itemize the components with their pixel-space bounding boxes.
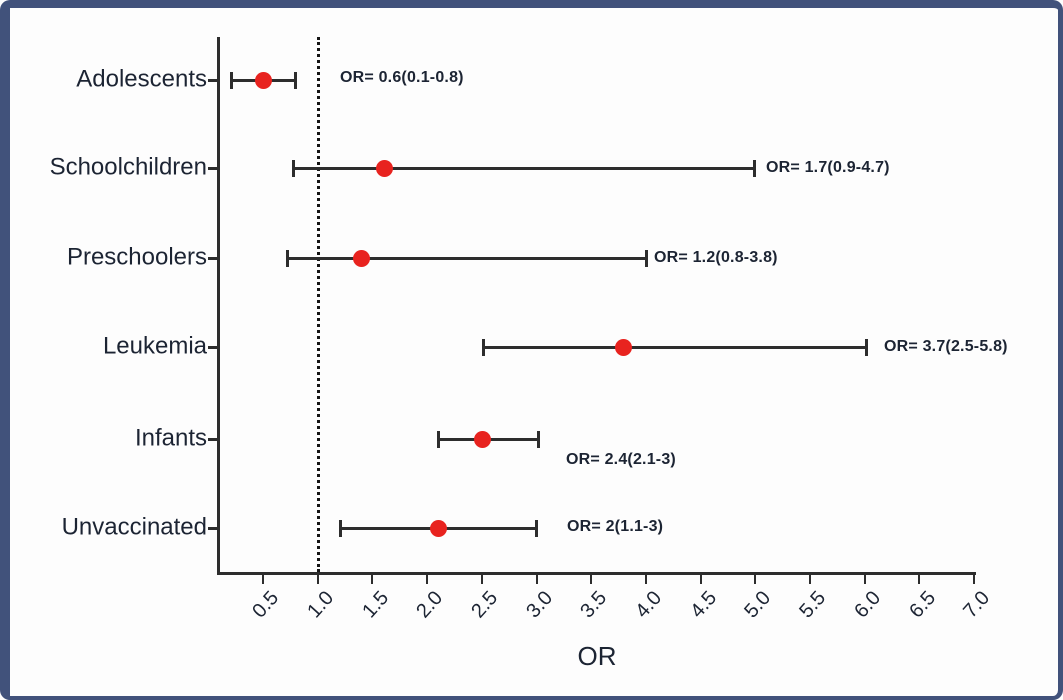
odds-ratio-point-marker: [614, 339, 632, 356]
reference-line-or-1: [316, 37, 320, 572]
y-axis-category-tick: [208, 79, 217, 82]
ci-right-cap: [536, 431, 540, 448]
y-axis-category-tick: [208, 438, 217, 441]
ci-left-cap: [286, 250, 290, 267]
odds-ratio-point-marker: [376, 160, 394, 177]
odds-ratio-point-marker: [473, 431, 491, 448]
x-axis-title: OR: [577, 641, 617, 671]
ci-right-cap: [753, 160, 757, 177]
category-label: Unvaccinated: [61, 513, 207, 541]
ci-left-cap: [338, 520, 342, 537]
ci-right-cap: [864, 339, 868, 356]
x-axis-tick: [809, 575, 811, 584]
or-annotation: OR= 2(1.1-3): [567, 518, 664, 535]
x-axis-tick: [699, 575, 702, 584]
y-axis-category-tick: [208, 257, 217, 260]
ci-right-cap: [644, 250, 648, 267]
x-axis-tick: [863, 575, 866, 584]
or-annotation: OR= 2.4(2.1-3): [566, 451, 676, 468]
x-axis-tick: [316, 575, 319, 584]
ci-left-cap: [230, 72, 234, 89]
x-axis-line: [217, 572, 977, 575]
category-label: Leukemia: [102, 332, 207, 360]
ci-right-cap: [534, 520, 538, 537]
ci-right-cap: [293, 72, 297, 89]
or-annotation: OR= 1.2(0.8-3.8): [654, 249, 778, 266]
ci-left-cap: [291, 160, 295, 177]
ci-left-cap: [481, 339, 485, 356]
category-label: Schoolchildren: [49, 153, 207, 181]
category-label: Adolescents: [76, 65, 207, 93]
x-axis-tick: [262, 575, 264, 584]
x-axis-tick: [590, 575, 593, 584]
ci-left-cap: [437, 431, 441, 448]
or-annotation: OR= 0.6(0.1-0.8): [340, 69, 464, 86]
x-axis-tick: [754, 575, 757, 584]
y-axis-category-tick: [208, 167, 217, 170]
confidence-interval-bar: [287, 257, 647, 260]
x-axis-tick: [480, 575, 483, 584]
odds-ratio-point-marker: [255, 72, 272, 89]
y-axis-category-tick: [208, 346, 217, 349]
x-axis-tick: [644, 575, 647, 584]
x-axis-tick: [426, 575, 429, 584]
y-axis-category-tick: [208, 527, 217, 530]
x-axis-tick: [535, 575, 538, 584]
y-axis-line: [217, 37, 220, 575]
or-annotation: OR= 3.7(2.5-5.8): [884, 338, 1008, 355]
category-label: Infants: [134, 424, 207, 452]
odds-ratio-point-marker: [430, 520, 448, 537]
confidence-interval-bar: [482, 346, 867, 349]
x-axis-tick: [371, 575, 374, 584]
or-annotation: OR= 1.7(0.9-4.7): [766, 159, 890, 176]
x-axis-tick: [973, 575, 976, 584]
x-axis-tick: [918, 575, 921, 584]
odds-ratio-point-marker: [353, 250, 371, 267]
confidence-interval-bar: [292, 167, 756, 170]
category-label: Preschoolers: [66, 243, 207, 271]
